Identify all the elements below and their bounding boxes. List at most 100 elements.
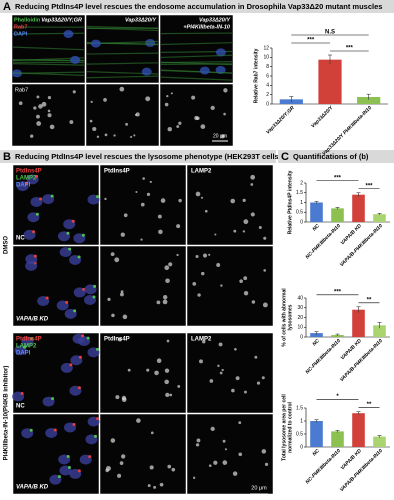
puncta (222, 460, 228, 465)
scale-bar-label: 20 μm (251, 485, 267, 491)
puncta (164, 368, 170, 373)
puncta (53, 428, 57, 432)
puncta (92, 295, 96, 299)
puncta (192, 476, 196, 480)
puncta (20, 392, 24, 396)
x-tick-label: NC-PI4KIIIbeta-IN10 (305, 448, 342, 485)
panel-title: Reducing PtdIns4P level rescues the lyso… (15, 152, 282, 161)
bar (310, 333, 323, 337)
significance-label: N.S (325, 30, 335, 36)
muscle-fiber (160, 54, 233, 59)
puncta (105, 465, 111, 471)
muscle-fiber (12, 63, 85, 66)
puncta (208, 253, 211, 256)
x-tick-label: Vap33Δ20/Y (310, 105, 335, 130)
panel-letter: A (3, 1, 11, 13)
puncta (156, 300, 161, 305)
puncta (192, 282, 197, 286)
puncta (33, 106, 37, 110)
puncta (35, 174, 39, 178)
row-label: VAPA/B KD (16, 317, 49, 323)
y-tick-label: 1.5 (296, 405, 303, 411)
puncta (111, 313, 115, 318)
panel-title: Reducing PtdIns4P level rescues the endo… (15, 2, 382, 11)
column-label: Vap33Δ20/Y (125, 17, 157, 23)
puncta (223, 88, 228, 93)
panel-letter: B (3, 151, 11, 163)
nucleus (90, 39, 101, 48)
significance-label: ** (367, 297, 372, 303)
puncta (204, 209, 208, 213)
scale-bar-label: 20 μm (213, 133, 227, 139)
puncta (243, 276, 248, 281)
puncta (244, 390, 247, 394)
puncta (239, 279, 243, 283)
y-tick-label: 0.5 (296, 431, 303, 437)
puncta (178, 198, 182, 203)
micrograph (99, 332, 187, 414)
y-axis-label: Relative Rab7 intensity (253, 48, 259, 103)
y-tick-label: 10 (263, 55, 269, 61)
puncta (30, 337, 34, 341)
puncta (250, 212, 255, 217)
x-tick-label: Vap33Δ20/Y;GR (265, 105, 296, 136)
micrograph (99, 245, 187, 327)
y-tick-label: 0 (266, 101, 269, 107)
row-label: NC (16, 404, 25, 410)
puncta (176, 224, 181, 229)
panel-b-header (0, 150, 276, 163)
stain-label: DAPI (14, 31, 28, 37)
x-tick-label: NC (311, 338, 321, 348)
puncta (96, 135, 100, 138)
stain-label: LAMP2 (16, 344, 37, 350)
muscle-fiber (12, 46, 85, 51)
puncta (199, 359, 203, 364)
nucleus (63, 30, 74, 39)
significance-label: *** (334, 289, 342, 295)
puncta (65, 300, 69, 304)
puncta (208, 464, 212, 467)
puncta (41, 101, 47, 107)
puncta (142, 177, 145, 180)
y-tick-label: 1 (300, 418, 303, 424)
puncta (45, 296, 49, 300)
puncta (93, 284, 97, 288)
y-axis-label: Relative PtdIns4P intensity (287, 170, 293, 234)
puncta (77, 386, 81, 390)
puncta (242, 198, 246, 202)
bar (310, 202, 323, 222)
micrograph (186, 332, 274, 414)
puncta (201, 271, 205, 276)
puncta (177, 384, 181, 388)
puncta (165, 278, 170, 284)
puncta (171, 467, 176, 472)
puncta (147, 484, 151, 488)
puncta (66, 231, 70, 235)
puncta (234, 347, 237, 351)
stain-label: DAPI (16, 351, 31, 357)
bar (357, 97, 381, 104)
puncta (113, 134, 116, 137)
puncta (214, 233, 217, 236)
puncta (149, 180, 152, 184)
y-tick-label: 2 (300, 180, 303, 186)
puncta (140, 202, 145, 207)
puncta (30, 134, 34, 138)
puncta (150, 431, 154, 435)
puncta (210, 426, 215, 432)
puncta (36, 95, 40, 99)
panel-c-header (278, 150, 394, 163)
muscle-fiber (86, 62, 159, 65)
stain-label: PtdIns4P (16, 337, 42, 343)
bar (352, 413, 365, 447)
puncta (130, 135, 133, 138)
bar (373, 436, 386, 447)
puncta (95, 347, 99, 351)
puncta (224, 448, 228, 451)
puncta (195, 443, 200, 447)
y-tick-label: 0 (300, 444, 303, 450)
puncta (264, 462, 269, 467)
puncta (23, 345, 27, 349)
puncta (145, 96, 151, 102)
